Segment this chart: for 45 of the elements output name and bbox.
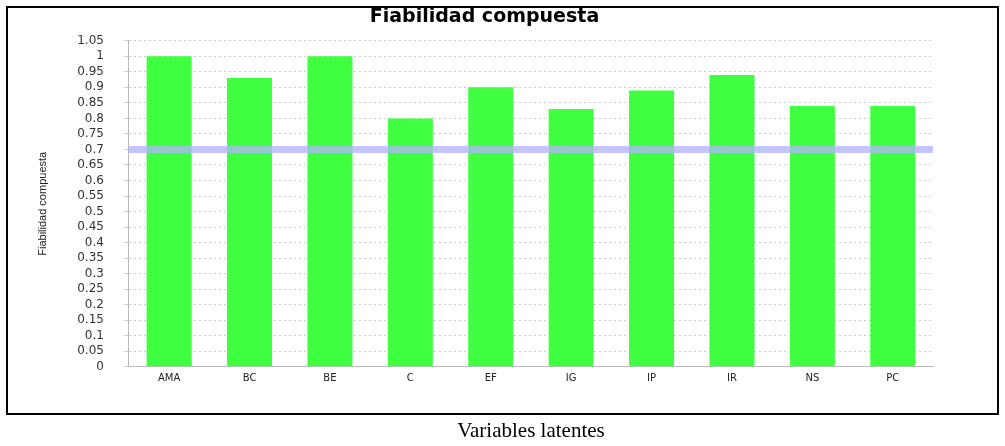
y-tick-label: 0.55 bbox=[77, 188, 104, 203]
x-tick-label: IR bbox=[727, 372, 737, 384]
y-tick-label: 0.4 bbox=[84, 234, 104, 249]
bar bbox=[629, 90, 675, 367]
chart-title: Fiabilidad compuesta bbox=[369, 4, 600, 27]
x-tick-label: NS bbox=[805, 372, 820, 384]
y-tick-label: 0.45 bbox=[77, 219, 104, 234]
y-tick-label: 0.15 bbox=[77, 312, 104, 327]
y-axis-title: Fiabilidad compuesta bbox=[35, 150, 48, 256]
x-tick-label: IG bbox=[565, 372, 577, 384]
bar bbox=[870, 106, 916, 367]
bar bbox=[789, 106, 835, 367]
y-tick-label: 1 bbox=[96, 48, 104, 63]
bar bbox=[468, 87, 514, 367]
bar bbox=[387, 118, 433, 367]
y-tick-label: 0.6 bbox=[84, 172, 104, 187]
x-tick-label: AMA bbox=[157, 372, 181, 384]
y-tick-label: 0.85 bbox=[77, 95, 104, 110]
y-tick-label: 0.65 bbox=[77, 157, 104, 172]
bar bbox=[548, 109, 594, 367]
y-tick-label: 0.3 bbox=[84, 265, 104, 280]
bar bbox=[146, 56, 192, 367]
x-tick-label: PC bbox=[886, 372, 900, 384]
x-tick-label: C bbox=[406, 372, 414, 384]
bar bbox=[227, 78, 273, 367]
y-tick-label: 0.1 bbox=[84, 327, 104, 342]
x-tick-label: BE bbox=[323, 372, 337, 384]
y-tick-label: 0.05 bbox=[77, 343, 104, 358]
y-tick-label: 0.25 bbox=[77, 281, 104, 296]
x-tick-label: BC bbox=[242, 372, 257, 384]
y-tick-label: 0.8 bbox=[84, 110, 104, 125]
x-tick-label: IP bbox=[647, 372, 657, 384]
x-axis-title: Variables latentes bbox=[457, 417, 605, 442]
y-tick-label: 0.2 bbox=[84, 296, 104, 311]
y-tick-label: 0.9 bbox=[84, 79, 104, 94]
y-tick-label: 1.05 bbox=[77, 32, 104, 47]
x-tick-label: EF bbox=[484, 372, 498, 384]
y-tick-label: 0.7 bbox=[84, 141, 104, 156]
y-tick-label: 0.5 bbox=[84, 203, 104, 218]
bar bbox=[307, 56, 353, 367]
y-tick-label: 0.75 bbox=[77, 126, 104, 141]
bar bbox=[709, 74, 755, 367]
y-tick-label: 0.95 bbox=[77, 63, 104, 78]
y-tick-label: 0 bbox=[96, 358, 104, 373]
y-tick-label: 0.35 bbox=[77, 250, 104, 265]
